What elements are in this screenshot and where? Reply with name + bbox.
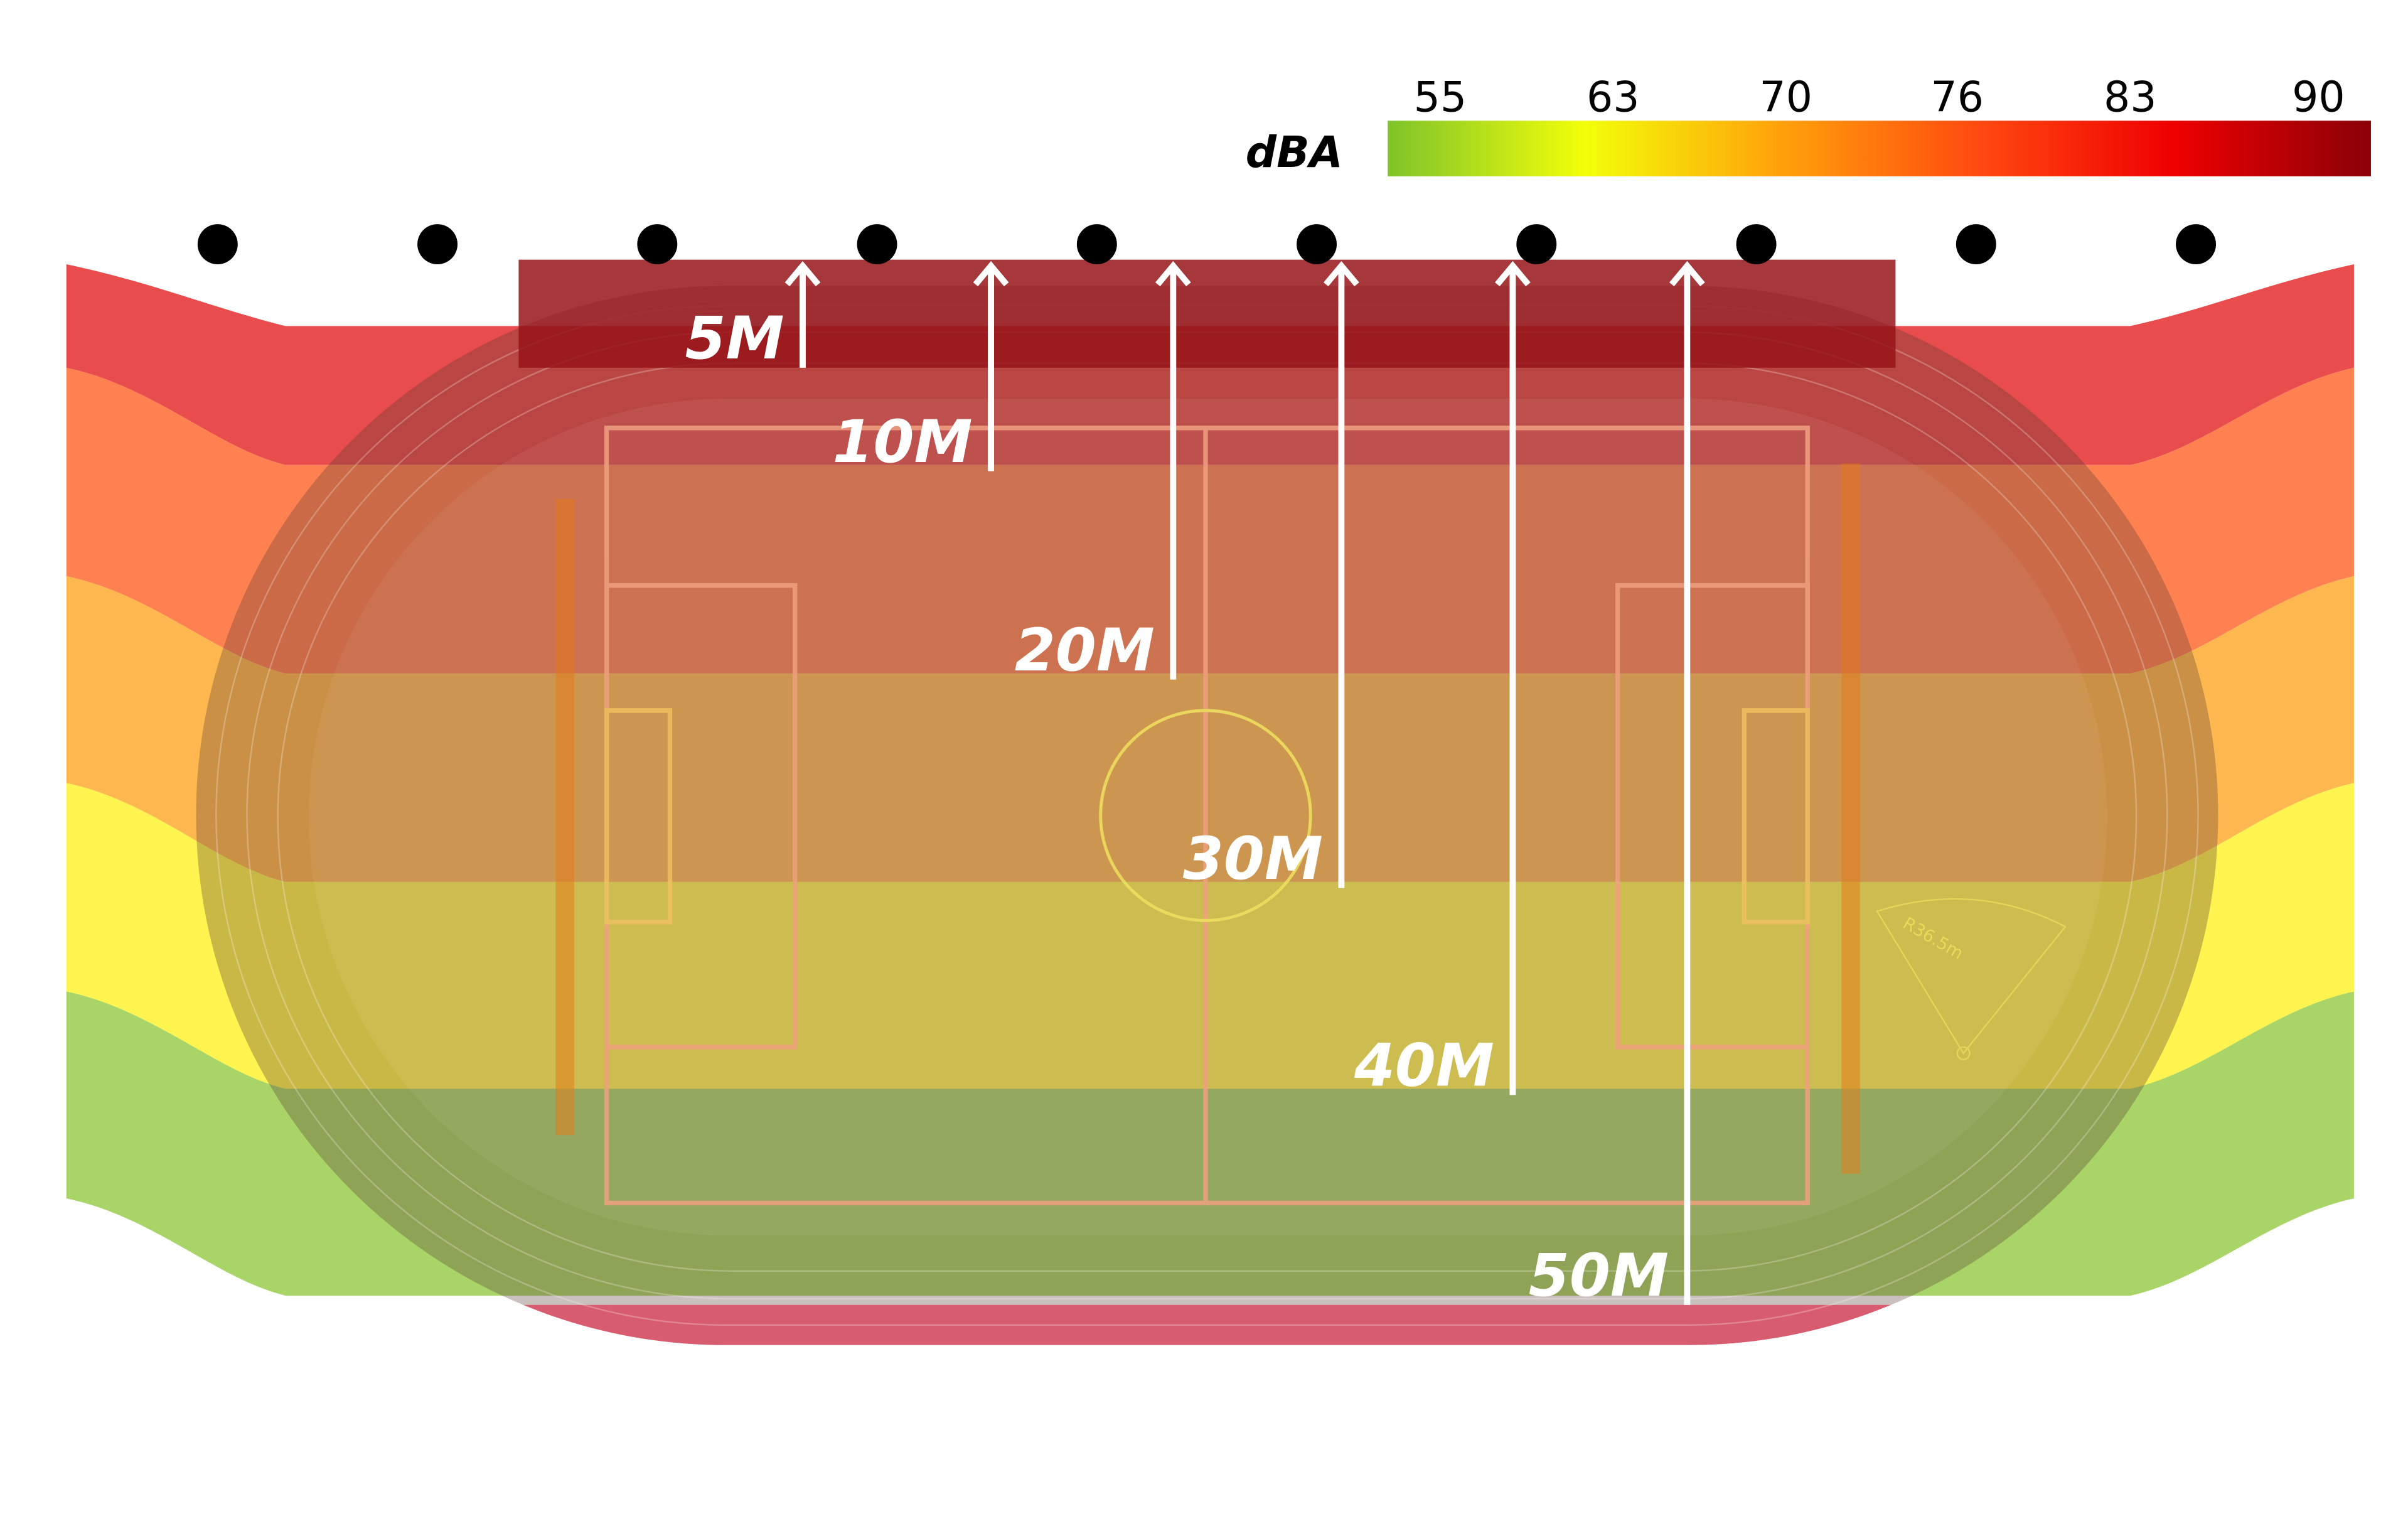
stadium: R36.5m (196, 259, 2218, 1345)
speaker-dot-icon (197, 224, 238, 265)
distance-marker: 20M (1015, 261, 1191, 685)
legend-unit: dBA (1246, 127, 1343, 178)
distance-label: 30M (1183, 825, 1323, 893)
arrowhead-icon (1155, 261, 1191, 287)
distance-marker: 5M (685, 261, 821, 373)
throwing-sector (1876, 898, 2067, 1060)
speaker-dot-icon (1516, 224, 1557, 265)
legend-tick: 70 (1760, 73, 1812, 122)
speaker-row (197, 224, 2217, 265)
distance-markers: 5M 10M 20M 30M 40M 50M (685, 261, 1705, 1310)
distance-label: 5M (685, 304, 784, 373)
noise-bands (66, 264, 2354, 1296)
distance-marker: 40M (1354, 261, 1531, 1100)
distance-label: 50M (1529, 1242, 1669, 1310)
legend: dBA 55 63 70 76 83 90 (1246, 73, 2371, 178)
speaker-dot-icon (637, 224, 678, 265)
distance-label: 40M (1354, 1032, 1494, 1100)
speaker-dot-icon (417, 224, 458, 265)
legend-tick: 55 (1414, 73, 1467, 122)
stadium-bottom-track (463, 1304, 1951, 1345)
distance-marker: 50M (1529, 261, 1705, 1310)
distance-marker: 30M (1183, 261, 1359, 893)
distance-label: 10M (833, 408, 973, 476)
noise-band (66, 367, 2354, 674)
left-runway (555, 498, 574, 1136)
top-stand (518, 259, 1896, 368)
legend-tick: 76 (1931, 73, 1984, 122)
arrowhead-icon (1495, 261, 1531, 287)
speaker-dot-icon (1956, 224, 1996, 265)
legend-tick: 63 (1587, 73, 1639, 122)
distance-marker: 10M (833, 261, 1009, 476)
right-runway (1841, 463, 1860, 1174)
arrowhead-icon (973, 261, 1009, 287)
pitch-lines (604, 426, 1810, 1206)
speaker-dot-icon (857, 224, 897, 265)
speaker-dot-icon (2176, 224, 2217, 265)
speaker-dot-icon (1736, 224, 1777, 265)
speaker-dot-icon (1297, 224, 1337, 265)
speaker-dot-icon (1076, 224, 1117, 265)
distance-label: 20M (1015, 616, 1155, 685)
noise-band (66, 576, 2354, 882)
noise-band (66, 783, 2354, 1089)
arrowhead-icon (1324, 261, 1359, 287)
legend-tick: 90 (2292, 73, 2345, 122)
legend-tick: 83 (2104, 73, 2156, 122)
noise-band (66, 991, 2354, 1296)
arrowhead-icon (1669, 261, 1705, 287)
arrowhead-icon (784, 261, 821, 287)
legend-colorbar (1388, 121, 2371, 176)
